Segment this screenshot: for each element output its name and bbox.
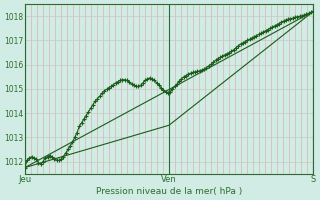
X-axis label: Pression niveau de la mer( hPa ): Pression niveau de la mer( hPa ) — [96, 187, 242, 196]
